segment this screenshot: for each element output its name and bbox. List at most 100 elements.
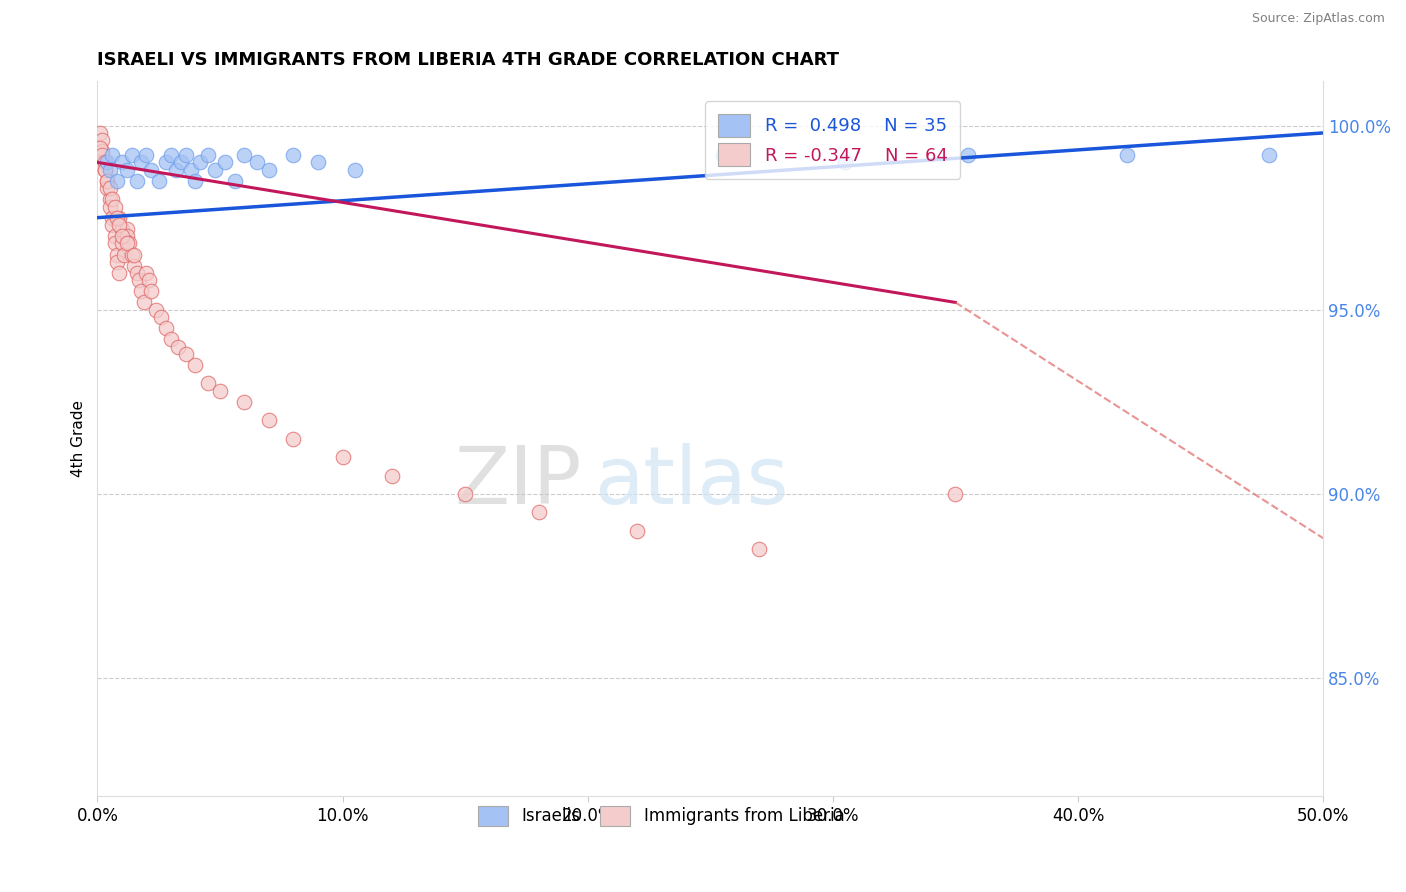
Point xyxy=(233,148,256,162)
Point xyxy=(527,505,550,519)
Point xyxy=(160,332,183,346)
Point xyxy=(111,221,134,235)
Point xyxy=(257,413,280,427)
Point xyxy=(96,174,118,188)
Point xyxy=(96,155,118,169)
Point xyxy=(103,229,125,244)
Point xyxy=(179,162,201,177)
Point xyxy=(283,432,305,446)
Point xyxy=(454,487,477,501)
Point xyxy=(96,181,118,195)
Point xyxy=(135,266,157,280)
Point xyxy=(93,162,115,177)
Point xyxy=(174,148,197,162)
Point xyxy=(108,266,131,280)
Point xyxy=(214,155,236,169)
Point xyxy=(165,162,187,177)
Point xyxy=(141,162,163,177)
Point xyxy=(101,211,124,225)
Point xyxy=(257,162,280,177)
Point xyxy=(155,321,177,335)
Point xyxy=(115,229,138,244)
Point xyxy=(112,247,135,261)
Point xyxy=(945,487,967,501)
Point xyxy=(115,236,138,251)
Point xyxy=(626,524,648,538)
Point xyxy=(160,148,183,162)
Point xyxy=(184,174,207,188)
Point xyxy=(132,295,155,310)
Point xyxy=(332,450,354,464)
Point xyxy=(115,162,138,177)
Point xyxy=(145,302,167,317)
Point xyxy=(834,155,856,169)
Point xyxy=(148,174,170,188)
Point xyxy=(98,192,121,206)
Point xyxy=(208,384,231,398)
Point xyxy=(197,376,219,391)
Text: Source: ZipAtlas.com: Source: ZipAtlas.com xyxy=(1251,12,1385,25)
Point xyxy=(956,148,979,162)
Point xyxy=(111,236,134,251)
Point xyxy=(1116,148,1139,162)
Point xyxy=(188,155,211,169)
Point xyxy=(167,340,190,354)
Point xyxy=(93,155,115,169)
Point xyxy=(103,236,125,251)
Point xyxy=(98,181,121,195)
Point xyxy=(150,310,173,325)
Point xyxy=(135,148,157,162)
Point xyxy=(380,468,402,483)
Point xyxy=(101,148,124,162)
Point xyxy=(307,155,329,169)
Point xyxy=(105,211,128,225)
Point xyxy=(184,358,207,372)
Point xyxy=(93,162,115,177)
Point xyxy=(91,145,114,159)
Point xyxy=(197,148,219,162)
Point xyxy=(204,162,226,177)
Point xyxy=(155,155,177,169)
Point xyxy=(131,285,153,299)
Point xyxy=(233,395,256,409)
Point xyxy=(125,174,148,188)
Point xyxy=(91,133,114,147)
Point xyxy=(91,148,114,162)
Point xyxy=(101,218,124,232)
Text: ISRAELI VS IMMIGRANTS FROM LIBERIA 4TH GRADE CORRELATION CHART: ISRAELI VS IMMIGRANTS FROM LIBERIA 4TH G… xyxy=(97,51,839,69)
Point xyxy=(105,174,128,188)
Point xyxy=(711,148,734,162)
Point xyxy=(101,192,124,206)
Y-axis label: 4th Grade: 4th Grade xyxy=(72,401,86,477)
Point xyxy=(103,200,125,214)
Point xyxy=(125,266,148,280)
Point xyxy=(105,247,128,261)
Point xyxy=(224,174,246,188)
Point xyxy=(105,255,128,269)
Point xyxy=(174,347,197,361)
Point xyxy=(89,126,111,140)
Point xyxy=(89,141,111,155)
Point xyxy=(343,162,366,177)
Point xyxy=(108,218,131,232)
Point xyxy=(108,211,131,225)
Point xyxy=(98,200,121,214)
Point xyxy=(111,229,134,244)
Legend: Israelis, Immigrants from Liberia: Israelis, Immigrants from Liberia xyxy=(470,797,852,834)
Point xyxy=(121,247,143,261)
Point xyxy=(246,155,269,169)
Point xyxy=(121,148,143,162)
Point xyxy=(283,148,305,162)
Point xyxy=(98,162,121,177)
Point xyxy=(170,155,193,169)
Text: ZIP: ZIP xyxy=(454,442,582,521)
Point xyxy=(141,285,163,299)
Point xyxy=(1258,148,1281,162)
Point xyxy=(122,259,145,273)
Point xyxy=(122,247,145,261)
Point xyxy=(748,542,770,557)
Point xyxy=(118,236,141,251)
Text: atlas: atlas xyxy=(593,442,789,521)
Point xyxy=(128,273,150,287)
Point xyxy=(131,155,153,169)
